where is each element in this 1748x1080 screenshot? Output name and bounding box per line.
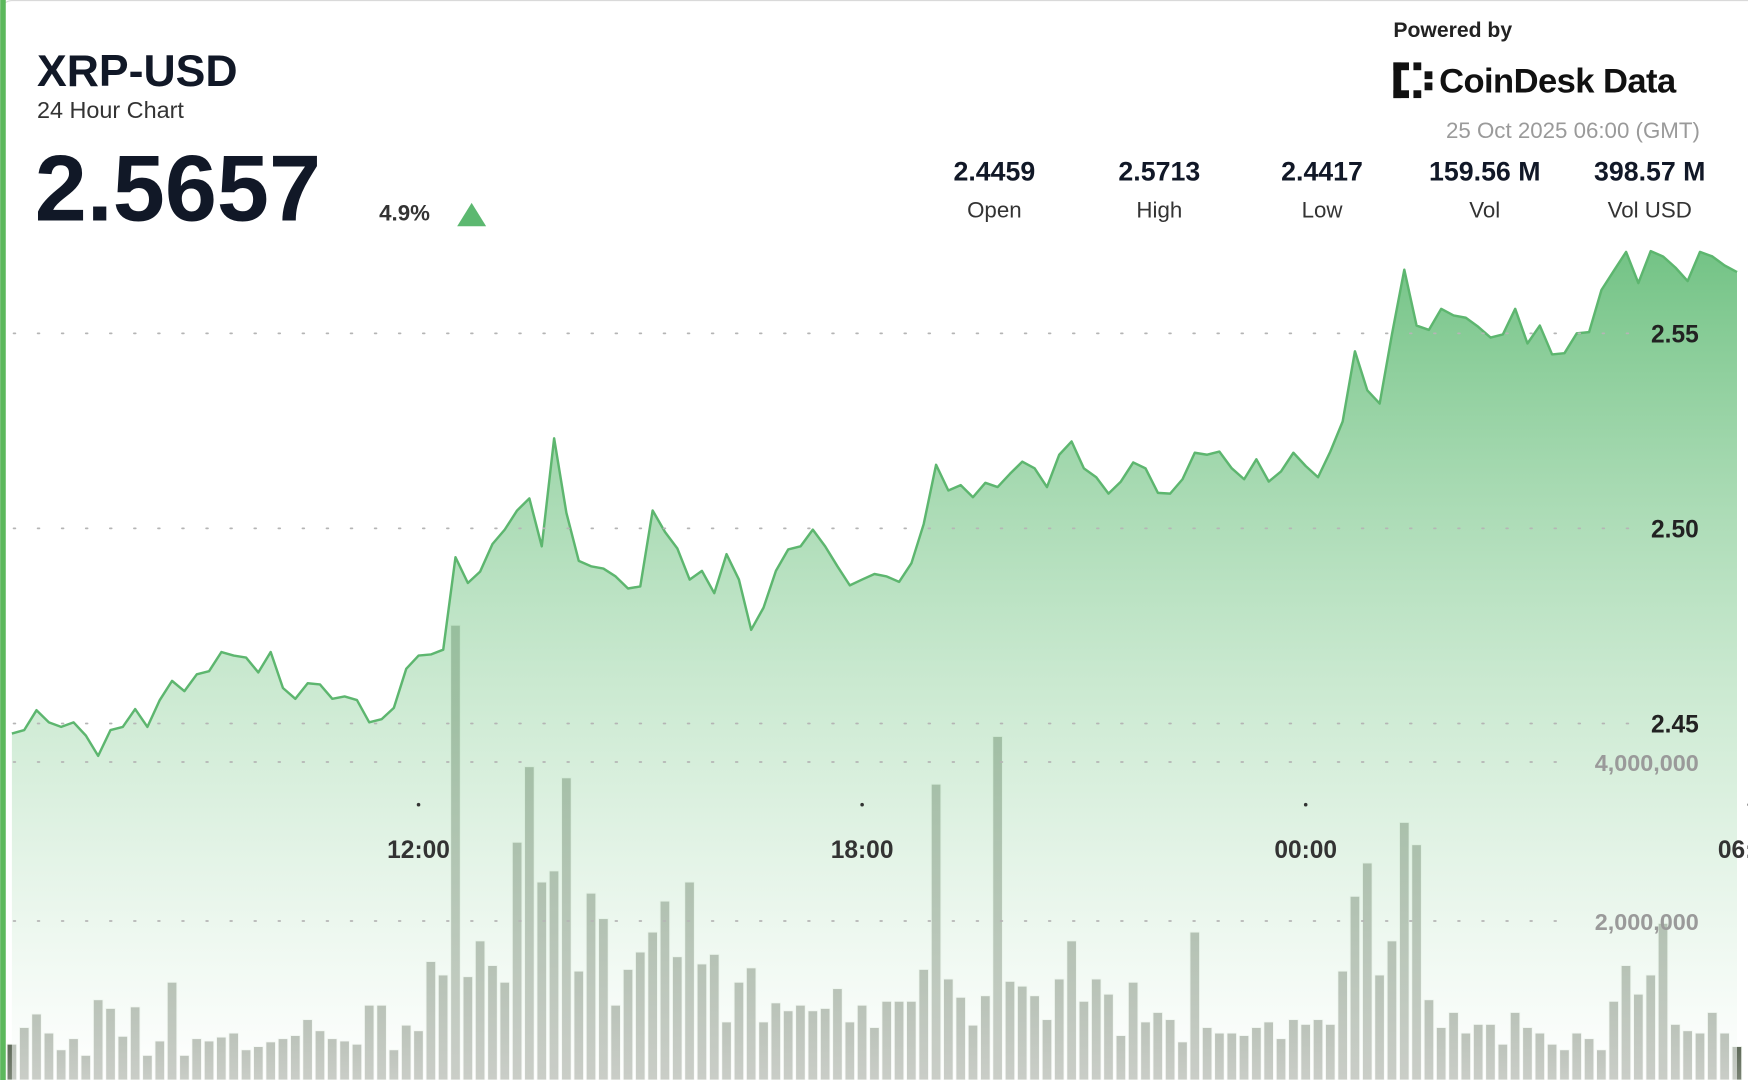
y-tick-label: 2.50 <box>1651 516 1699 543</box>
y-tick-label: 2.55 <box>1651 321 1699 348</box>
stat-label: Vol <box>1469 197 1500 222</box>
stat-value: 159.56 M <box>1429 157 1540 187</box>
price-area <box>11 251 1737 1080</box>
labels: 2.45 2.50 2.55 2,000,000 4,000,000 12:00 18:00… <box>12 321 1748 935</box>
price-line <box>11 249 1738 758</box>
brand-logo <box>1393 62 1433 99</box>
data-layer <box>6 249 1743 1080</box>
y2-tick-label: 4,000,000 <box>1595 750 1699 776</box>
x-tick-label: 18:00 <box>831 837 894 864</box>
brand: CoinDesk Data <box>1439 63 1677 101</box>
timestamp: 25 Oct 2025 06:00 (GMT) <box>1446 118 1700 143</box>
stat-label: Low <box>1302 197 1344 222</box>
stat-value: 2.4459 <box>953 157 1035 187</box>
x-tick-label: 12:00 <box>387 837 450 864</box>
x-tick-label: 06:00 <box>1718 837 1748 864</box>
change: 4.9% <box>379 201 430 226</box>
stat-label: Vol USD <box>1608 197 1692 222</box>
stat-value: 2.5713 <box>1118 157 1200 187</box>
x-tick-label: 00:00 <box>1274 837 1337 864</box>
subtitle: 24 Hour Chart <box>37 97 184 123</box>
stat-label: High <box>1136 197 1182 222</box>
symbol: XRP-USD <box>37 47 238 96</box>
stat-value: 2.4417 <box>1281 157 1363 187</box>
stat-value: 398.57 M <box>1594 157 1705 187</box>
y-tick-label: 2.45 <box>1651 711 1699 738</box>
stat-label: Open <box>967 197 1022 222</box>
powered-by: Powered by <box>1393 19 1512 42</box>
x-tick-mark <box>416 802 421 807</box>
accent-bar <box>0 0 6 1080</box>
price: 2.5657 <box>35 136 321 241</box>
stats: 2.4459 Open 2.5713 High 2.4417 Low 159.56 M Vol… <box>953 157 1705 223</box>
x-tick-mark <box>1303 802 1308 807</box>
y2-tick-label: 2,000,000 <box>1595 909 1699 935</box>
up-arrow <box>457 202 487 227</box>
plot-area: 2.45 2.50 2.55 2,000,000 4,000,000 12:00 18:00… <box>6 249 1748 1080</box>
x-tick-mark <box>860 802 864 807</box>
